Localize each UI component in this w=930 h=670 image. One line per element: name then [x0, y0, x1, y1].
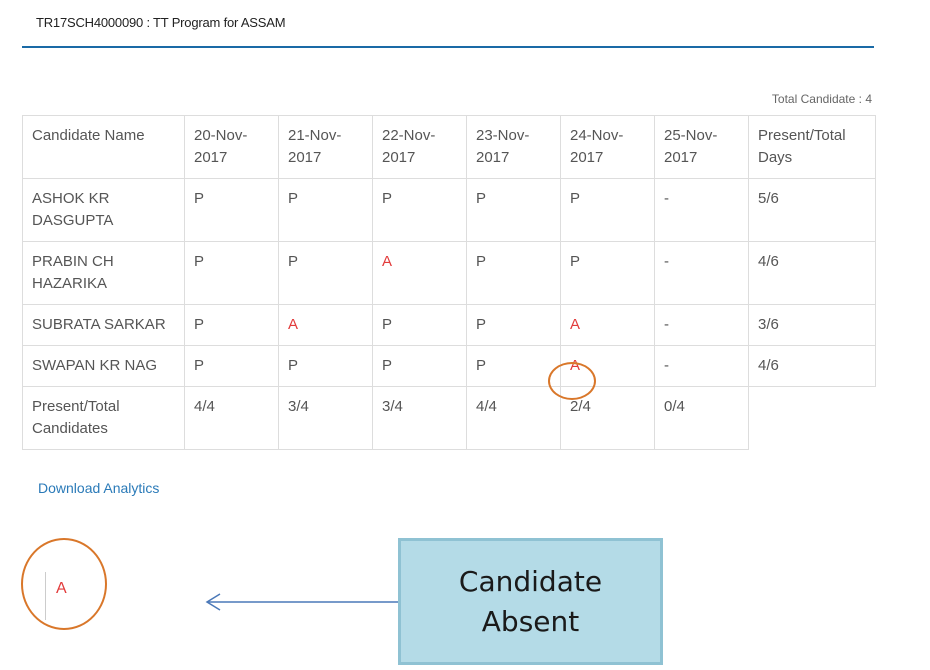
column-header: 23-Nov-2017 — [466, 115, 561, 179]
attendance-cell: P — [466, 241, 561, 305]
attendance-cell: P — [184, 178, 279, 242]
table-footer-row: Present/Total Candidates 4/4 3/4 3/4 4/4… — [22, 386, 876, 450]
attendance-cell: P — [466, 178, 561, 242]
legend-cell-border — [45, 572, 46, 620]
absent-highlight-circle — [548, 362, 596, 400]
candidate-name: ASHOK KR DASGUPTA — [22, 178, 185, 242]
download-analytics-link[interactable]: Download Analytics — [38, 480, 160, 496]
column-header: 20-Nov-2017 — [184, 115, 279, 179]
attendance-cell: P — [560, 241, 655, 305]
program-title: TR17SCH4000090 : TT Program for ASSAM — [36, 15, 286, 30]
attendance-cell: P — [372, 304, 467, 346]
attendance-cell: P — [466, 304, 561, 346]
footer-cell: 4/4 — [466, 386, 561, 450]
table-header-row: Candidate Name 20-Nov-2017 21-Nov-2017 2… — [22, 115, 876, 179]
attendance-cell: P — [278, 178, 373, 242]
attendance-cell: P — [184, 241, 279, 305]
column-header: Present/Total Days — [748, 115, 876, 179]
arrow-left-icon — [205, 593, 398, 611]
present-total-days: 3/6 — [748, 304, 876, 346]
legend-highlight-circle — [21, 538, 107, 630]
table-row: SWAPAN KR NAG P P P P A - 4/6 — [22, 345, 876, 387]
table-row: ASHOK KR DASGUPTA P P P P P - 5/6 — [22, 178, 876, 242]
attendance-cell: P — [278, 345, 373, 387]
footer-cell: 3/4 — [278, 386, 373, 450]
table-row: PRABIN CH HAZARIKA P P A P P - 4/6 — [22, 241, 876, 305]
attendance-cell: P — [372, 345, 467, 387]
present-total-days: 4/6 — [748, 241, 876, 305]
attendance-cell: P — [560, 178, 655, 242]
attendance-cell: P — [184, 345, 279, 387]
attendance-table: Candidate Name 20-Nov-2017 21-Nov-2017 2… — [22, 115, 876, 450]
table-row: SUBRATA SARKAR P A P P A - 3/6 — [22, 304, 876, 346]
candidate-name: SUBRATA SARKAR — [22, 304, 185, 346]
attendance-cell: - — [654, 304, 749, 346]
attendance-cell: P — [372, 178, 467, 242]
attendance-cell: - — [654, 241, 749, 305]
footer-empty-cell — [749, 387, 876, 450]
candidate-name: PRABIN CH HAZARIKA — [22, 241, 185, 305]
attendance-cell: P — [184, 304, 279, 346]
footer-cell: 3/4 — [372, 386, 467, 450]
attendance-cell: - — [654, 345, 749, 387]
column-header: Candidate Name — [22, 115, 185, 179]
title-divider — [22, 46, 874, 48]
present-total-days: 4/6 — [748, 345, 876, 387]
column-header: 25-Nov-2017 — [654, 115, 749, 179]
attendance-cell: P — [278, 241, 373, 305]
candidate-absent-callout: Candidate Absent — [398, 538, 663, 665]
footer-cell: 4/4 — [184, 386, 279, 450]
column-header: 21-Nov-2017 — [278, 115, 373, 179]
footer-label: Present/Total Candidates — [22, 386, 185, 450]
column-header: 22-Nov-2017 — [372, 115, 467, 179]
total-candidates: Total Candidate : 4 — [771, 92, 872, 106]
candidate-name: SWAPAN KR NAG — [22, 345, 185, 387]
attendance-cell: P — [466, 345, 561, 387]
legend-absent-symbol: A — [56, 580, 67, 597]
attendance-cell: - — [654, 178, 749, 242]
present-total-days: 5/6 — [748, 178, 876, 242]
footer-cell: 0/4 — [654, 386, 749, 450]
attendance-cell: A — [278, 304, 373, 346]
attendance-cell: A — [372, 241, 467, 305]
attendance-cell: A — [560, 304, 655, 346]
column-header: 24-Nov-2017 — [560, 115, 655, 179]
